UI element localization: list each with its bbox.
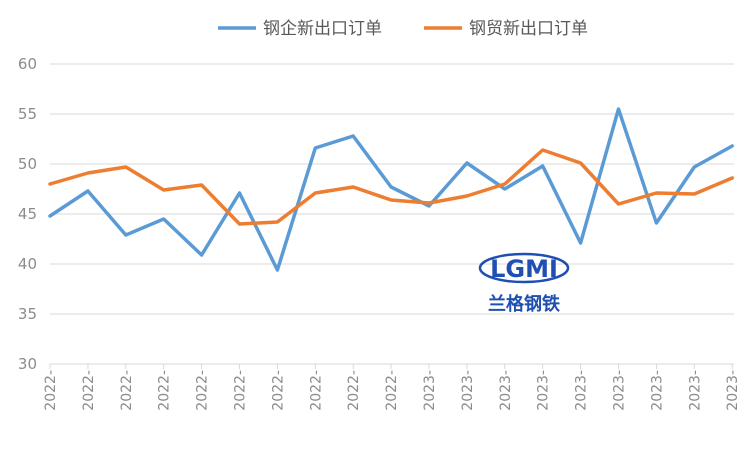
data-point [125,234,127,236]
data-point [655,192,657,194]
data-point [693,193,695,195]
series-line-1 [48,107,734,272]
data-point [87,172,89,174]
data-point [390,199,392,201]
data-point [693,166,695,168]
data-point [352,186,354,188]
legend-label: 钢贸新出口订单 [469,19,588,39]
data-point [239,192,240,194]
data-point [580,242,582,244]
data-point [49,215,51,217]
x-tick-label: 2022- [384,370,400,411]
data-point [239,223,240,225]
x-tick-label: 2022- [308,370,324,411]
data-point [655,222,657,224]
data-point [201,184,203,186]
data-point [731,177,733,179]
x-tick-label: 2022- [270,370,286,411]
data-point [49,183,51,185]
data-point [201,254,203,256]
data-point [163,218,165,220]
data-point [314,147,316,149]
x-tick-label: 2023- [612,370,628,411]
data-point [466,162,468,164]
x-tick-label: 2023- [574,370,590,411]
gridlines [50,63,734,365]
data-point [542,165,544,167]
data-point [731,145,733,147]
data-point [466,195,468,197]
x-tick-label: 2022- [346,370,362,411]
data-point [314,192,316,194]
data-point [504,188,506,190]
watermark-logo-text: LGMI [490,255,558,283]
x-tick-label: 2022- [43,370,59,411]
watermark-caption: 兰格钢铁 [488,293,560,315]
y-tick-label: 55 [18,105,37,123]
y-tick-label: 60 [18,55,37,73]
x-tick-label: 2023- [498,370,514,411]
y-tick-label: 50 [18,155,37,173]
y-tick-label: 35 [18,305,37,323]
x-tick-label: 2023- [460,370,476,411]
data-point [618,203,619,205]
x-tick-label: 2022- [81,370,97,411]
legend-label: 钢企新出口订单 [263,19,382,39]
data-point [125,166,127,168]
x-tick-label: 2023- [536,370,552,411]
series-lines [48,107,734,272]
data-point [390,186,392,188]
data-point [276,221,278,223]
y-tick-label: 30 [18,355,37,373]
x-axis: 2022- 2022- 2022- 2022- 2022- 2022- 2022- 2022-… [43,363,741,411]
x-tick-label: 2022- [119,370,135,411]
y-tick-label: 40 [18,255,37,273]
x-tick-label: 2022- [157,370,173,411]
x-tick-label: 2023- [725,370,741,411]
data-point [428,202,430,204]
data-point [163,189,165,191]
x-tick-label: 2022- [233,370,249,411]
legend: 钢企新出口订单 钢贸新出口订单 [218,19,588,39]
data-point [504,183,506,185]
legend-item-2: 钢贸新出口订单 [424,19,588,39]
data-point [580,162,582,164]
data-point [428,205,430,207]
x-tick-label: 2023- [687,370,703,411]
y-axis: 30 35 40 45 50 55 60 [18,55,37,373]
data-point [276,269,278,271]
data-point [87,190,89,192]
data-point [618,108,619,110]
x-tick-label: 2022- [195,370,211,411]
data-point [542,149,544,151]
data-point [352,135,354,137]
lgmi-watermark-logo: LGMI 兰格钢铁 [478,252,570,315]
x-tick-label: 2023- [649,370,665,411]
x-tick-label: 2023- [422,370,438,411]
y-tick-label: 45 [18,205,37,223]
legend-item-1: 钢企新出口订单 [218,19,382,39]
